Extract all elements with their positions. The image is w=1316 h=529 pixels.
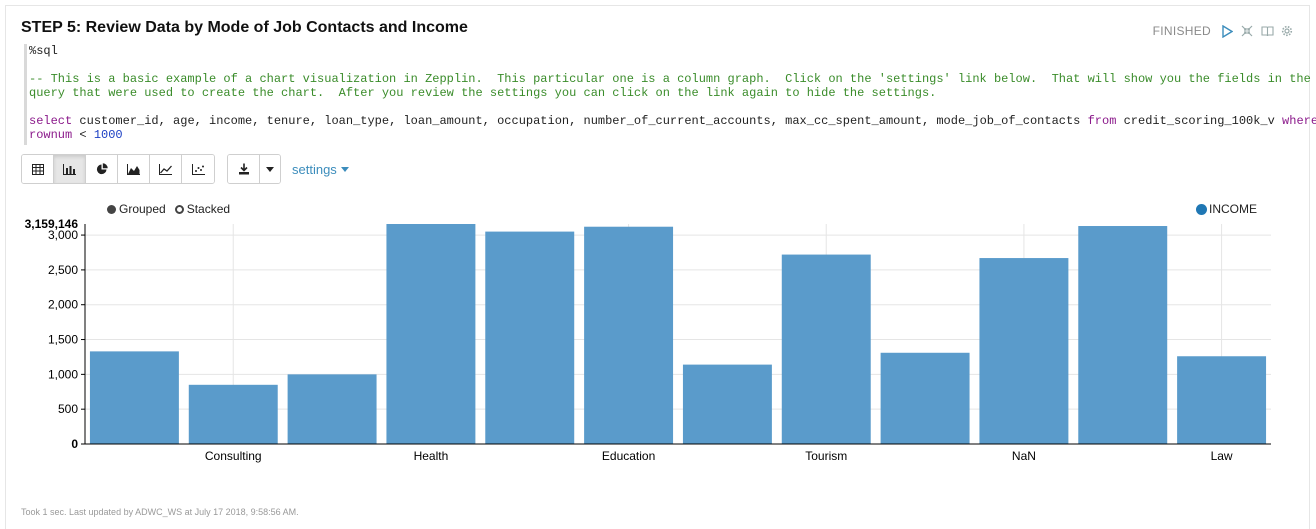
series-legend-item[interactable]: INCOME	[1196, 202, 1257, 216]
y-tick-label: 1,000	[48, 367, 78, 381]
gear-icon[interactable]	[1280, 24, 1294, 38]
paragraph-controls: FINISHED	[1153, 24, 1294, 38]
sql-rownum: rownum	[29, 128, 73, 142]
bar	[386, 224, 476, 444]
paragraph-title: STEP 5: Review Data by Mode of Job Conta…	[21, 19, 468, 36]
bar	[979, 258, 1069, 444]
stacked-label: Stacked	[186, 202, 231, 216]
grouped-option[interactable]: Grouped	[107, 202, 166, 216]
bar	[485, 231, 575, 444]
table-icon[interactable]	[22, 155, 54, 183]
y-tick-label: 3,000	[48, 228, 78, 242]
book-icon[interactable]	[1260, 24, 1274, 38]
bar	[880, 352, 970, 444]
series-legend-label: INCOME	[1209, 202, 1257, 216]
settings-link[interactable]: settings	[292, 162, 349, 177]
bar	[584, 226, 674, 444]
footer-status: Took 1 sec. Last updated by ADWC_WS at J…	[21, 507, 299, 517]
download-dropdown-caret[interactable]	[260, 155, 280, 183]
collapse-icon[interactable]	[1240, 24, 1254, 38]
code-editor[interactable]: %sql -- This is a basic example of a cha…	[24, 44, 1316, 145]
y-max-label: 3,159,146	[25, 217, 79, 231]
y-tick-label: 2,500	[48, 263, 78, 277]
sql-keyword-select: select	[29, 114, 73, 128]
comment-line-2: query that were used to create the chart…	[29, 86, 937, 100]
interpreter-line: %sql	[29, 44, 58, 58]
bar	[188, 384, 278, 444]
pie-chart-icon[interactable]	[86, 155, 118, 183]
area-chart-icon[interactable]	[118, 155, 150, 183]
bar	[1078, 226, 1168, 444]
play-icon[interactable]	[1220, 24, 1234, 38]
series-color-icon	[1196, 203, 1207, 215]
sql-keyword-from: from	[1087, 114, 1117, 128]
bar	[1177, 356, 1267, 444]
y-tick-label: 1,500	[48, 333, 78, 347]
settings-label: settings	[292, 161, 337, 177]
comment-line-1: -- This is a basic example of a chart vi…	[29, 72, 1311, 86]
stacked-option[interactable]: Stacked	[174, 202, 231, 216]
sql-keyword-where: where	[1282, 114, 1316, 128]
chart-mode-selector: Grouped Stacked	[107, 202, 230, 216]
radio-checked-icon	[107, 204, 116, 214]
x-tick-label: Health	[414, 449, 449, 463]
visualization-buttons	[21, 154, 215, 184]
grouped-label: Grouped	[119, 202, 166, 216]
x-tick-label: Tourism	[805, 449, 847, 463]
y-tick-label: 500	[58, 402, 78, 416]
x-tick-label: Law	[1211, 449, 1233, 463]
chevron-down-icon	[340, 166, 349, 172]
x-tick-label: NaN	[1012, 449, 1036, 463]
x-tick-label: Education	[602, 449, 655, 463]
download-button-group	[227, 154, 281, 184]
y-tick-label: 0	[71, 437, 78, 451]
sql-table: credit_scoring_100k_v	[1116, 114, 1283, 128]
radio-unchecked-icon	[174, 204, 184, 214]
sql-number: 1000	[93, 128, 123, 142]
bar-chart-icon[interactable]	[54, 155, 86, 183]
line-chart-icon[interactable]	[150, 155, 182, 183]
result-toolbar: settings	[21, 154, 349, 184]
scatter-chart-icon[interactable]	[182, 155, 214, 183]
sql-line-2: rownum < 1000	[29, 128, 1289, 142]
bar	[781, 254, 871, 444]
y-tick-label: 2,000	[48, 298, 78, 312]
sql-columns: customer_id, age, income, tenure, loan_t…	[72, 114, 1088, 128]
download-icon[interactable]	[228, 155, 260, 183]
sql-line-1: select customer_id, age, income, tenure,…	[29, 114, 1316, 128]
bar	[287, 374, 377, 444]
sql-operator: <	[72, 128, 94, 142]
x-tick-label: Consulting	[205, 449, 262, 463]
status-label: FINISHED	[1152, 24, 1211, 38]
bar	[682, 364, 772, 444]
bar	[89, 351, 179, 444]
